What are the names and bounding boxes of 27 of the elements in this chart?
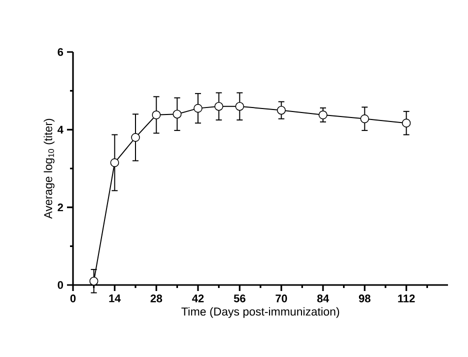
- x-tick-label: 0: [70, 294, 76, 302]
- point: [152, 110, 161, 120]
- point: [318, 110, 328, 120]
- y-tick-label: 2: [58, 204, 64, 212]
- y-tick-label: 0: [58, 281, 64, 289]
- y-tick-label: 6: [58, 48, 64, 56]
- point: [110, 158, 120, 168]
- x-tick-label: 70: [276, 294, 287, 302]
- point: [214, 102, 224, 111]
- point: [360, 114, 370, 124]
- x-tick-label: 14: [109, 294, 121, 302]
- point: [131, 133, 140, 142]
- x-tick-label: 28: [150, 294, 162, 302]
- point: [172, 110, 182, 119]
- x-axis-title: Time (Days post-immunization): [181, 307, 340, 318]
- y-tick-label: 4: [58, 126, 64, 134]
- y-axis-title: Average log$_{10}$ (titer): [44, 118, 54, 219]
- x-tick-label: 84: [317, 294, 330, 302]
- point: [276, 106, 286, 115]
- point: [402, 118, 411, 128]
- x-tick-label: 112: [398, 294, 415, 302]
- x-tick-label: 56: [234, 294, 246, 302]
- x-tick-label: 42: [192, 294, 204, 302]
- x-tick-label: 98: [358, 294, 370, 302]
- point: [89, 276, 98, 286]
- point: [194, 104, 202, 113]
- point: [235, 102, 244, 111]
